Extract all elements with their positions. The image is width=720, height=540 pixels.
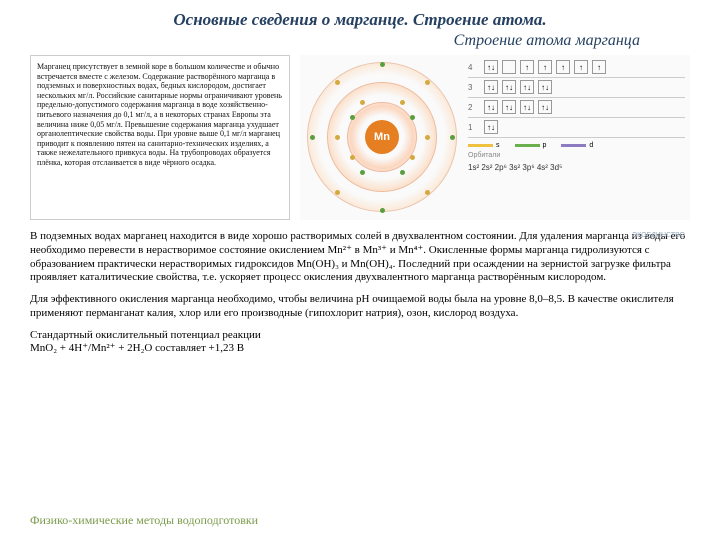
- nucleus-label: Mn: [365, 120, 399, 154]
- electron-config: 1s² 2s² 2p⁶ 3s² 3p⁶ 4s² 3d⁵: [468, 163, 685, 172]
- orbital-caption: Орбитали: [468, 152, 685, 159]
- page-subtitle: Строение атома марганца: [30, 32, 640, 50]
- footer-text: Физико-химические методы водоподготовки: [30, 513, 258, 528]
- orbital-legend: spd: [468, 142, 685, 149]
- info-textbox: Марганец присутствует в земной коре в бо…: [30, 55, 290, 220]
- body-text: В подземных водах марганец находится в в…: [30, 230, 690, 356]
- page-title: Основные сведения о марганце. Строение а…: [30, 10, 690, 30]
- orbital-panel: 4↑↓↑↑↑↑↑3↑↓↑↓↑↓↑↓2↑↓↑↓↑↓↑↓1↑↓ spd Орбита…: [468, 60, 685, 215]
- paragraph-2: Для эффективного окисления марганца необ…: [30, 293, 690, 321]
- paragraph-3: Стандартный окислительный потенциал реак…: [30, 329, 690, 357]
- top-section: Марганец присутствует в земной коре в бо…: [30, 55, 690, 220]
- atom-diagram: Mn 4↑↓↑↑↑↑↑3↑↓↑↓↑↓↑↓2↑↓↑↓↑↓↑↓1↑↓ spd Орб…: [300, 55, 690, 220]
- paragraph-1: В подземных водах марганец находится в в…: [30, 230, 690, 285]
- watermark: ЭКОЕДИНСТВО: [632, 232, 685, 239]
- atom-model: Mn: [305, 60, 460, 215]
